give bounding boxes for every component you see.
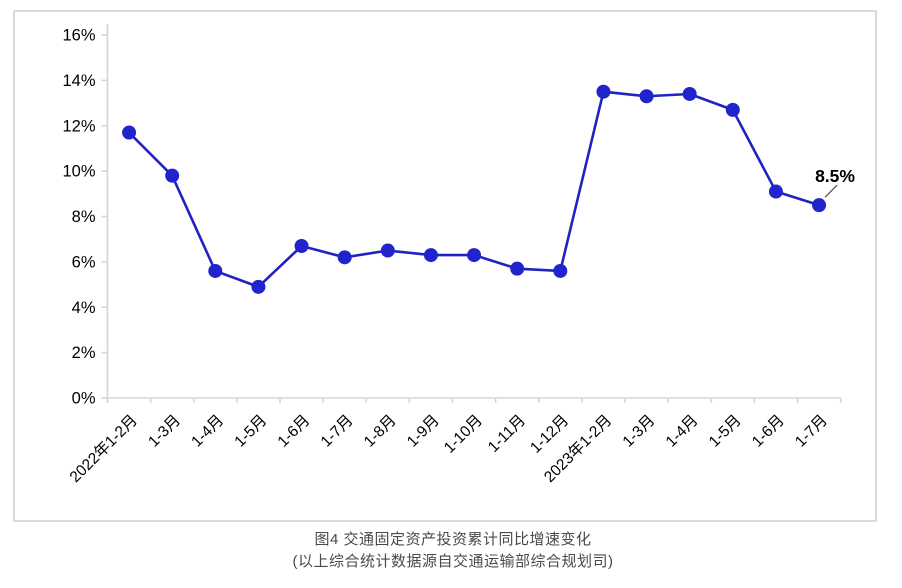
x-tick-label: 1-8月 (361, 412, 400, 451)
figure-caption-title: 图4 交通固定资产投资累计同比增速变化 (314, 531, 592, 548)
x-tick-label: 1-3月 (620, 412, 659, 451)
x-tick-label: 1-5月 (706, 412, 745, 451)
x-tick-label: 1-3月 (145, 412, 184, 451)
data-point (467, 248, 482, 263)
data-point (208, 263, 223, 278)
y-tick-label: 16% (62, 27, 95, 45)
chart-frame: 0% 2% 4% 6% 8% 10% 12% 14% 16% 2022年1-2月 1-3月 1-4月 1… (13, 10, 877, 522)
y-tick-label: 2% (72, 344, 96, 362)
x-tick-label: 2022年1-2月 (66, 411, 141, 486)
x-tick-label: 1-7月 (792, 412, 831, 451)
y-tick-label: 6% (72, 253, 96, 271)
annotation-leader-line (824, 184, 838, 198)
y-tick-label: 8% (72, 208, 96, 226)
x-tick-label: 1-10月 (441, 412, 486, 457)
x-tick-label: 1-4月 (188, 412, 227, 451)
y-tick-label: 12% (62, 117, 95, 135)
y-tick-label: 14% (62, 72, 95, 90)
x-tick-label: 1-5月 (231, 412, 270, 451)
annotation-label: 8.5% (815, 166, 855, 186)
x-tick-label: 1-6月 (749, 412, 788, 451)
data-point (510, 261, 525, 276)
data-point (553, 263, 568, 278)
data-point (251, 279, 266, 294)
y-tick-label: 10% (62, 163, 95, 181)
data-point (294, 238, 309, 253)
data-point (337, 250, 352, 265)
x-tick-label: 1-9月 (404, 412, 443, 451)
data-point (725, 102, 740, 117)
data-point (380, 243, 395, 258)
line-chart: 0%2%4%6%8%10%12%14%16%2022年1-2月 1-3月 1-4月 1… (62, 24, 855, 486)
data-point (596, 84, 611, 99)
data-point (122, 125, 137, 140)
x-tick-label: 1-6月 (275, 412, 314, 451)
x-tick-label: 1-7月 (318, 412, 357, 451)
x-tick-label: 1-4月 (663, 412, 702, 451)
data-point (812, 198, 827, 213)
data-point (423, 248, 438, 263)
y-tick-label: 0% (72, 390, 96, 408)
x-tick-label: 1-11月 (485, 412, 529, 456)
data-point (682, 86, 697, 101)
data-point (165, 168, 180, 183)
data-point (768, 184, 783, 199)
figure-caption-source: (以上综合统计数据源自交通运输部综合规划司) (292, 553, 614, 570)
figure-caption: 图4 交通固定资产投资累计同比增速变化 (以上综合统计数据源自交通运输部综合规划… (13, 529, 893, 573)
y-tick-label: 4% (72, 299, 96, 317)
data-point (639, 89, 654, 104)
